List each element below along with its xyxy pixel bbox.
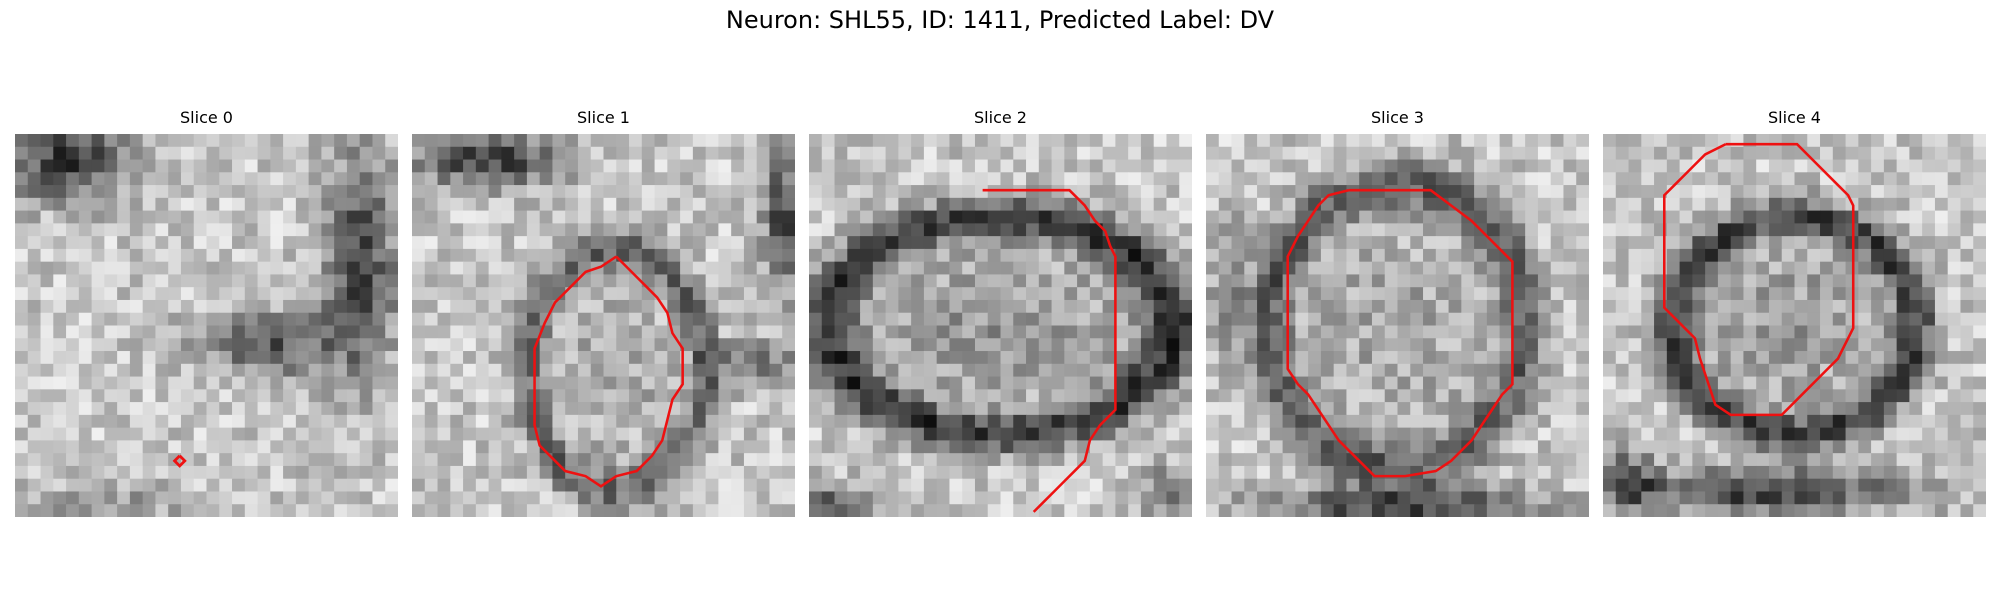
slice-image-3 [1206, 134, 1589, 517]
slice-image-2 [809, 134, 1192, 517]
slice-title: Slice 3 [1371, 108, 1424, 127]
slice-texture [1603, 134, 1986, 517]
segmentation-contour [1286, 188, 1514, 478]
slice-title: Slice 4 [1768, 108, 1821, 127]
slice-title: Slice 2 [974, 108, 1027, 127]
slice-texture [809, 134, 1192, 517]
segmentation-contour [533, 255, 684, 488]
slice-title: Slice 1 [577, 108, 630, 127]
slice-texture [15, 134, 398, 517]
slice-image-0 [15, 134, 398, 517]
segmentation-contour [982, 188, 1117, 513]
slice-texture [1206, 134, 1589, 517]
slice-image-4 [1603, 134, 1986, 517]
segmentation-contour [172, 454, 187, 468]
slice-image-1 [412, 134, 795, 517]
slice-title: Slice 0 [180, 108, 233, 127]
figure-title: Neuron: SHL55, ID: 1411, Predicted Label… [725, 6, 1275, 34]
segmentation-contour [1663, 142, 1855, 417]
slice-texture [412, 134, 795, 517]
